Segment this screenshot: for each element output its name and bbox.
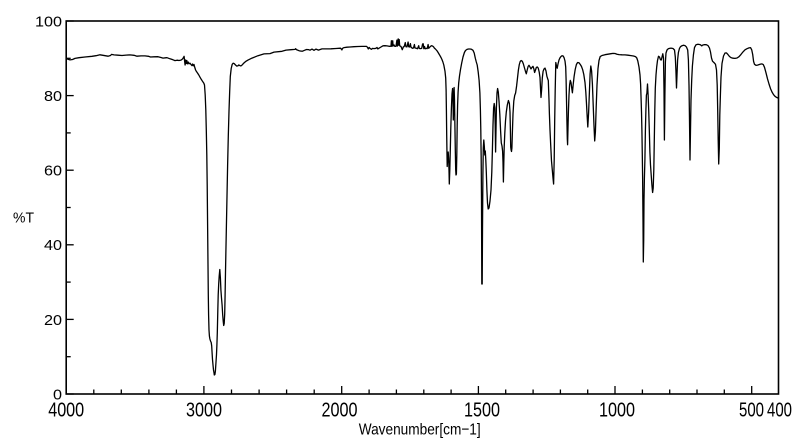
- svg-text:40: 40: [44, 237, 62, 254]
- svg-text:80: 80: [44, 88, 62, 105]
- svg-text:2000: 2000: [322, 400, 358, 422]
- svg-text:4000: 4000: [48, 400, 84, 422]
- svg-text:400: 400: [767, 400, 792, 422]
- svg-text:Wavenumber[cm−1]: Wavenumber[cm−1]: [359, 421, 481, 438]
- svg-text:0: 0: [53, 386, 62, 403]
- svg-text:3000: 3000: [186, 400, 222, 422]
- svg-text:1500: 1500: [464, 400, 500, 422]
- svg-text:20: 20: [44, 312, 62, 329]
- svg-text:1000: 1000: [599, 400, 635, 422]
- svg-text:60: 60: [44, 163, 62, 180]
- svg-text:500: 500: [739, 400, 764, 422]
- svg-text:%T: %T: [13, 210, 34, 227]
- svg-text:100: 100: [35, 13, 62, 30]
